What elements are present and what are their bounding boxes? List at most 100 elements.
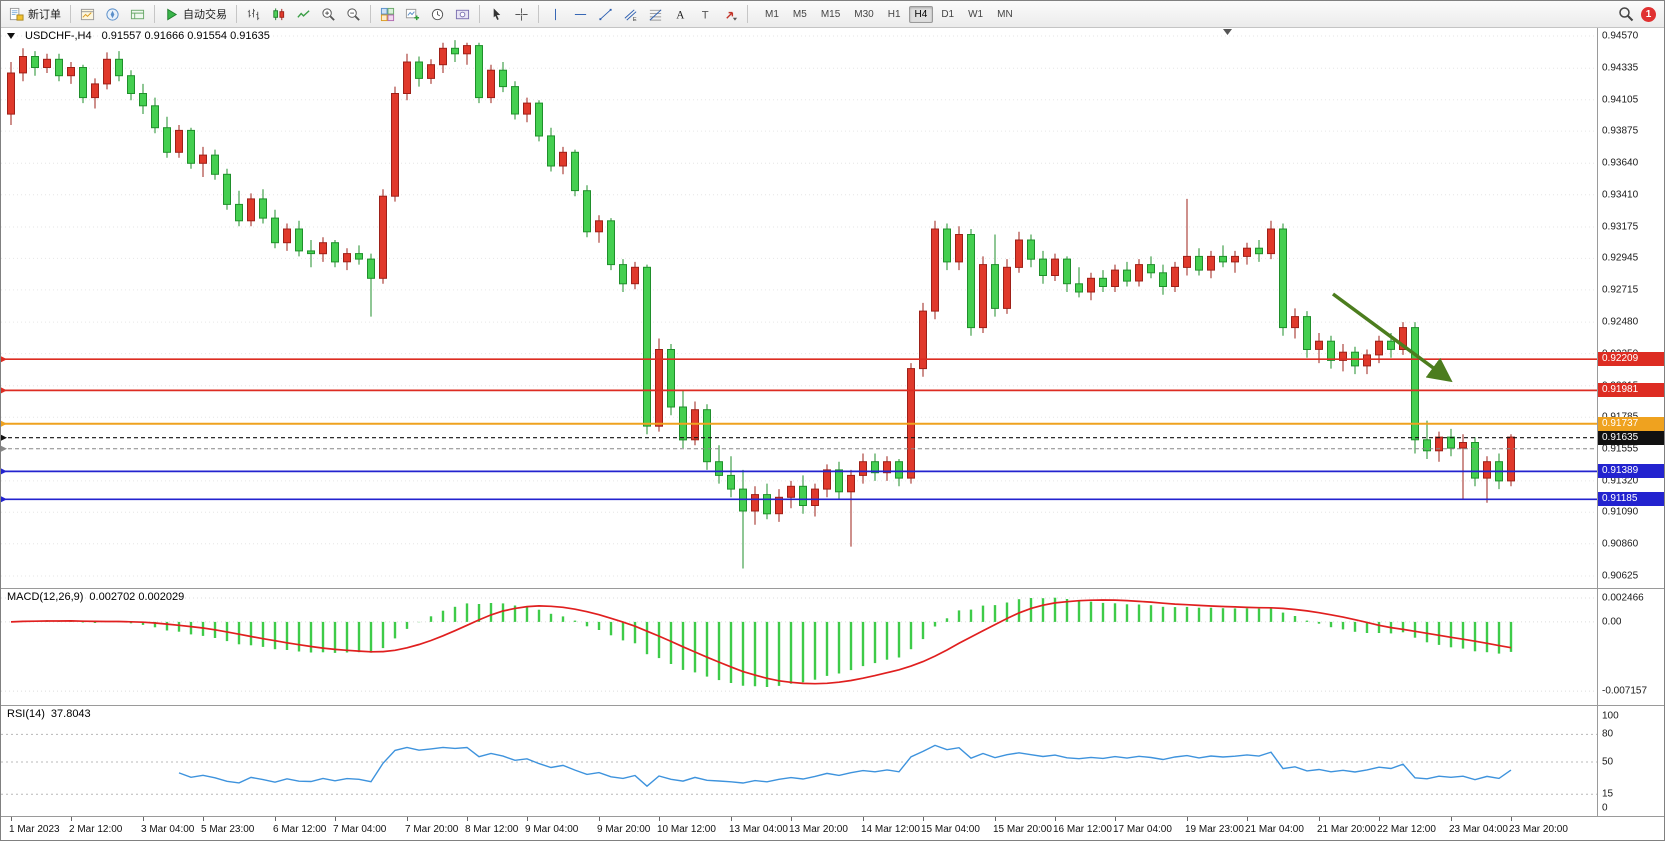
- trendline-tool-button[interactable]: [593, 3, 618, 25]
- tile-windows-button[interactable]: [375, 3, 400, 25]
- candle-body: [1339, 351, 1347, 361]
- candle-body: [895, 461, 903, 479]
- navigator-button[interactable]: [100, 3, 125, 25]
- timeframe-m5[interactable]: M5: [792, 8, 807, 20]
- rsi-axis-label: 0: [1602, 802, 1608, 814]
- candle-body: [247, 198, 255, 222]
- candle-body: [1027, 239, 1035, 260]
- line-chart-icon: [297, 9, 310, 18]
- candle-body: [1015, 239, 1023, 268]
- timeframe-w1[interactable]: W1: [968, 8, 984, 20]
- price-axis-label: 0.92480: [1602, 316, 1639, 328]
- label-tool-button[interactable]: T: [693, 3, 718, 25]
- horizontal-line-tool-button[interactable]: [568, 3, 593, 25]
- candle-body: [775, 496, 783, 515]
- search-icon[interactable]: [1618, 6, 1634, 22]
- main-toolbar: 新订单 自动交易 E A T M1 M5 M15 M30 H: [1, 1, 1664, 28]
- toolbar-separator: [538, 5, 539, 23]
- new-chart-button[interactable]: [400, 3, 425, 25]
- candlestick-chart-button[interactable]: [266, 3, 291, 25]
- candle-body: [1363, 354, 1371, 367]
- candle-body: [307, 250, 315, 255]
- candle-body: [43, 58, 51, 68]
- macd-panel: MACD(12,26,9) 0.002702 0.002029 0.002466…: [1, 588, 1664, 705]
- zoom-out-button[interactable]: [341, 3, 366, 25]
- channel-tool-button[interactable]: E: [618, 3, 643, 25]
- candle-body: [7, 72, 15, 115]
- rsi-axis-label: 50: [1602, 756, 1614, 768]
- time-axis-label: 2 Mar 12:00: [69, 824, 123, 835]
- candle-body: [67, 67, 75, 77]
- candle-body: [1171, 266, 1179, 288]
- time-axis-label: 19 Mar 23:00: [1185, 824, 1244, 835]
- terminal-button[interactable]: [125, 3, 150, 25]
- price-axis: 0.94570 0.94335 0.94105 0.93875 0.93640 0.934…: [1597, 28, 1664, 588]
- price-axis-label: 0.91320: [1602, 475, 1639, 487]
- trend-arrow[interactable]: [1331, 292, 1453, 383]
- candle-body: [1267, 228, 1275, 255]
- candle-body: [1063, 258, 1071, 285]
- snapshot-button[interactable]: [450, 3, 475, 25]
- candle-body: [727, 474, 735, 490]
- macd-values: 0.002702 0.002029: [89, 591, 185, 603]
- cursor-tool-button[interactable]: [484, 3, 509, 25]
- candle-body: [403, 61, 411, 94]
- autotrading-button[interactable]: 自动交易: [159, 3, 232, 25]
- bar-chart-button[interactable]: [241, 3, 266, 25]
- clock-button[interactable]: [425, 3, 450, 25]
- candle-body: [1315, 340, 1323, 350]
- candle-body: [1411, 327, 1419, 441]
- timeframe-h1[interactable]: H1: [887, 8, 901, 20]
- svg-text:A: A: [676, 9, 685, 21]
- candle-body: [1279, 228, 1287, 329]
- timeframe-d1[interactable]: D1: [941, 8, 955, 20]
- horizontal-line-icon: [574, 13, 587, 15]
- notification-badge[interactable]: 1: [1641, 6, 1656, 22]
- candle-body: [139, 93, 147, 107]
- rsi-plot[interactable]: [1, 706, 1597, 816]
- macd-plot[interactable]: [1, 589, 1597, 705]
- arrow-objects-button[interactable]: [718, 3, 743, 25]
- time-axis-label: 17 Mar 04:00: [1113, 824, 1172, 835]
- label-icon: T: [702, 9, 709, 21]
- zoom-in-button[interactable]: [316, 3, 341, 25]
- macd-label: MACD(12,26,9): [7, 591, 84, 603]
- autotrading-label: 自动交易: [183, 9, 227, 21]
- timeframe-m30[interactable]: M30: [854, 8, 874, 20]
- text-tool-button[interactable]: A: [668, 3, 693, 25]
- chart-shift-marker[interactable]: [1223, 29, 1232, 35]
- candle-body: [715, 461, 723, 476]
- timeframe-h4[interactable]: H4: [908, 5, 934, 23]
- candle-body: [463, 45, 471, 55]
- candle-body: [499, 69, 507, 88]
- candle-body: [355, 253, 363, 260]
- line-chart-button[interactable]: [291, 3, 316, 25]
- fibonacci-tool-button[interactable]: [643, 3, 668, 25]
- zoom-out-icon: [347, 7, 360, 21]
- crosshair-tool-button[interactable]: [509, 3, 534, 25]
- timeframe-mn[interactable]: MN: [997, 8, 1013, 20]
- candle-body: [391, 93, 399, 197]
- timeframe-m1[interactable]: M1: [765, 8, 779, 20]
- time-tick: [1379, 817, 1380, 821]
- candlestick-plot[interactable]: [1, 28, 1597, 588]
- candle-body: [367, 258, 375, 279]
- time-tick: [863, 817, 864, 821]
- play-icon: [167, 8, 178, 20]
- time-axis-label: 21 Mar 04:00: [1245, 824, 1304, 835]
- candle-body: [583, 190, 591, 233]
- chart-area: USDCHF-,H4 0.91557 0.91666 0.91554 0.916…: [1, 28, 1664, 840]
- market-watch-icon: [80, 8, 95, 20]
- candle-body: [763, 494, 771, 515]
- time-axis-label: 15 Mar 20:00: [993, 824, 1052, 835]
- time-tick: [71, 817, 72, 821]
- timeframe-m15[interactable]: M15: [820, 8, 841, 20]
- new-order-button[interactable]: 新订单: [4, 3, 66, 25]
- vertical-line-tool-button[interactable]: [543, 3, 568, 25]
- toolbar-separator: [479, 5, 480, 23]
- market-watch-button[interactable]: [75, 3, 100, 25]
- time-tick: [599, 817, 600, 821]
- candle-body: [991, 264, 999, 309]
- time-axis[interactable]: 1 Mar 2023 2 Mar 12:00 3 Mar 04:00 5 Mar 23…: [1, 816, 1664, 840]
- one-click-trading-toggle[interactable]: [7, 33, 15, 39]
